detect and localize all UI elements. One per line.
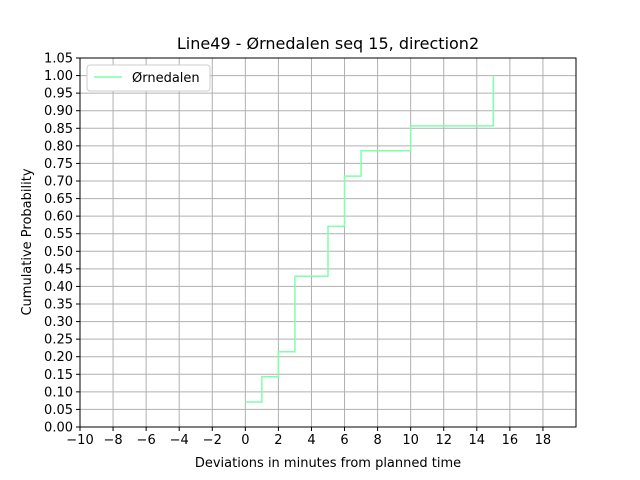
chart-title: Line49 - Ørnedalen seq 15, direction2 [177, 34, 479, 53]
y-tick-label: 0.25 [44, 333, 73, 348]
y-tick-label: 0.15 [44, 368, 73, 383]
y-tick-label: 0.00 [44, 421, 73, 436]
y-tick-label: 0.20 [44, 350, 73, 365]
plot-area-frame [79, 57, 577, 428]
x-axis-ticks: −10 −8 −6 −4 −2 0 2 4 6 8 10 12 14 16 18 [66, 427, 551, 448]
legend: Ørnedalen [86, 64, 211, 92]
y-tick-label: 0.60 [44, 210, 73, 225]
y-tick-label: 0.40 [44, 280, 73, 295]
y-tick-label: 1.05 [44, 52, 73, 67]
x-tick-label: −8 [103, 433, 122, 448]
x-tick-label: 4 [307, 433, 315, 448]
y-axis-label: Cumulative Probability [20, 168, 35, 315]
y-tick-label: 0.35 [44, 298, 73, 313]
y-tick-label: 0.80 [44, 139, 73, 154]
y-tick-label: 0.45 [44, 262, 73, 277]
y-tick-label: 0.10 [44, 385, 73, 400]
y-axis-ticks: 0.00 0.05 0.10 0.15 0.20 0.25 0.30 0.35 0.40 0.45… [44, 52, 80, 436]
y-tick-label: 0.55 [44, 227, 73, 242]
y-tick-label: 0.75 [44, 157, 73, 172]
x-tick-label: −2 [203, 433, 222, 448]
x-tick-label: −6 [137, 433, 156, 448]
x-axis-label: Deviations in minutes from planned time [195, 456, 461, 471]
y-tick-label: 0.30 [44, 315, 73, 330]
series-line-ornedalen [245, 75, 495, 403]
y-tick-label: 0.85 [44, 122, 73, 137]
y-tick-label: 1.00 [44, 69, 73, 84]
y-tick-label: 0.65 [44, 192, 73, 207]
x-tick-label: 2 [274, 433, 282, 448]
x-tick-label: 16 [502, 433, 519, 448]
x-tick-label: 0 [241, 433, 249, 448]
x-tick-label: 14 [469, 433, 486, 448]
legend-box [86, 64, 211, 92]
y-tick-label: 0.70 [44, 175, 73, 190]
y-tick-label: 0.05 [44, 403, 73, 418]
y-tick-label: 0.90 [44, 104, 73, 119]
x-tick-label: 10 [402, 433, 419, 448]
legend-label: Ørnedalen [132, 71, 200, 86]
y-tick-label: 0.95 [44, 87, 73, 102]
x-tick-label: 8 [373, 433, 381, 448]
series-group [245, 75, 495, 403]
y-tick-label: 0.50 [44, 245, 73, 260]
x-tick-label: −4 [170, 433, 189, 448]
x-tick-label: 12 [435, 433, 452, 448]
x-tick-label: 18 [535, 433, 552, 448]
x-tick-label: 6 [340, 433, 348, 448]
x-tick-label: −10 [66, 433, 93, 448]
